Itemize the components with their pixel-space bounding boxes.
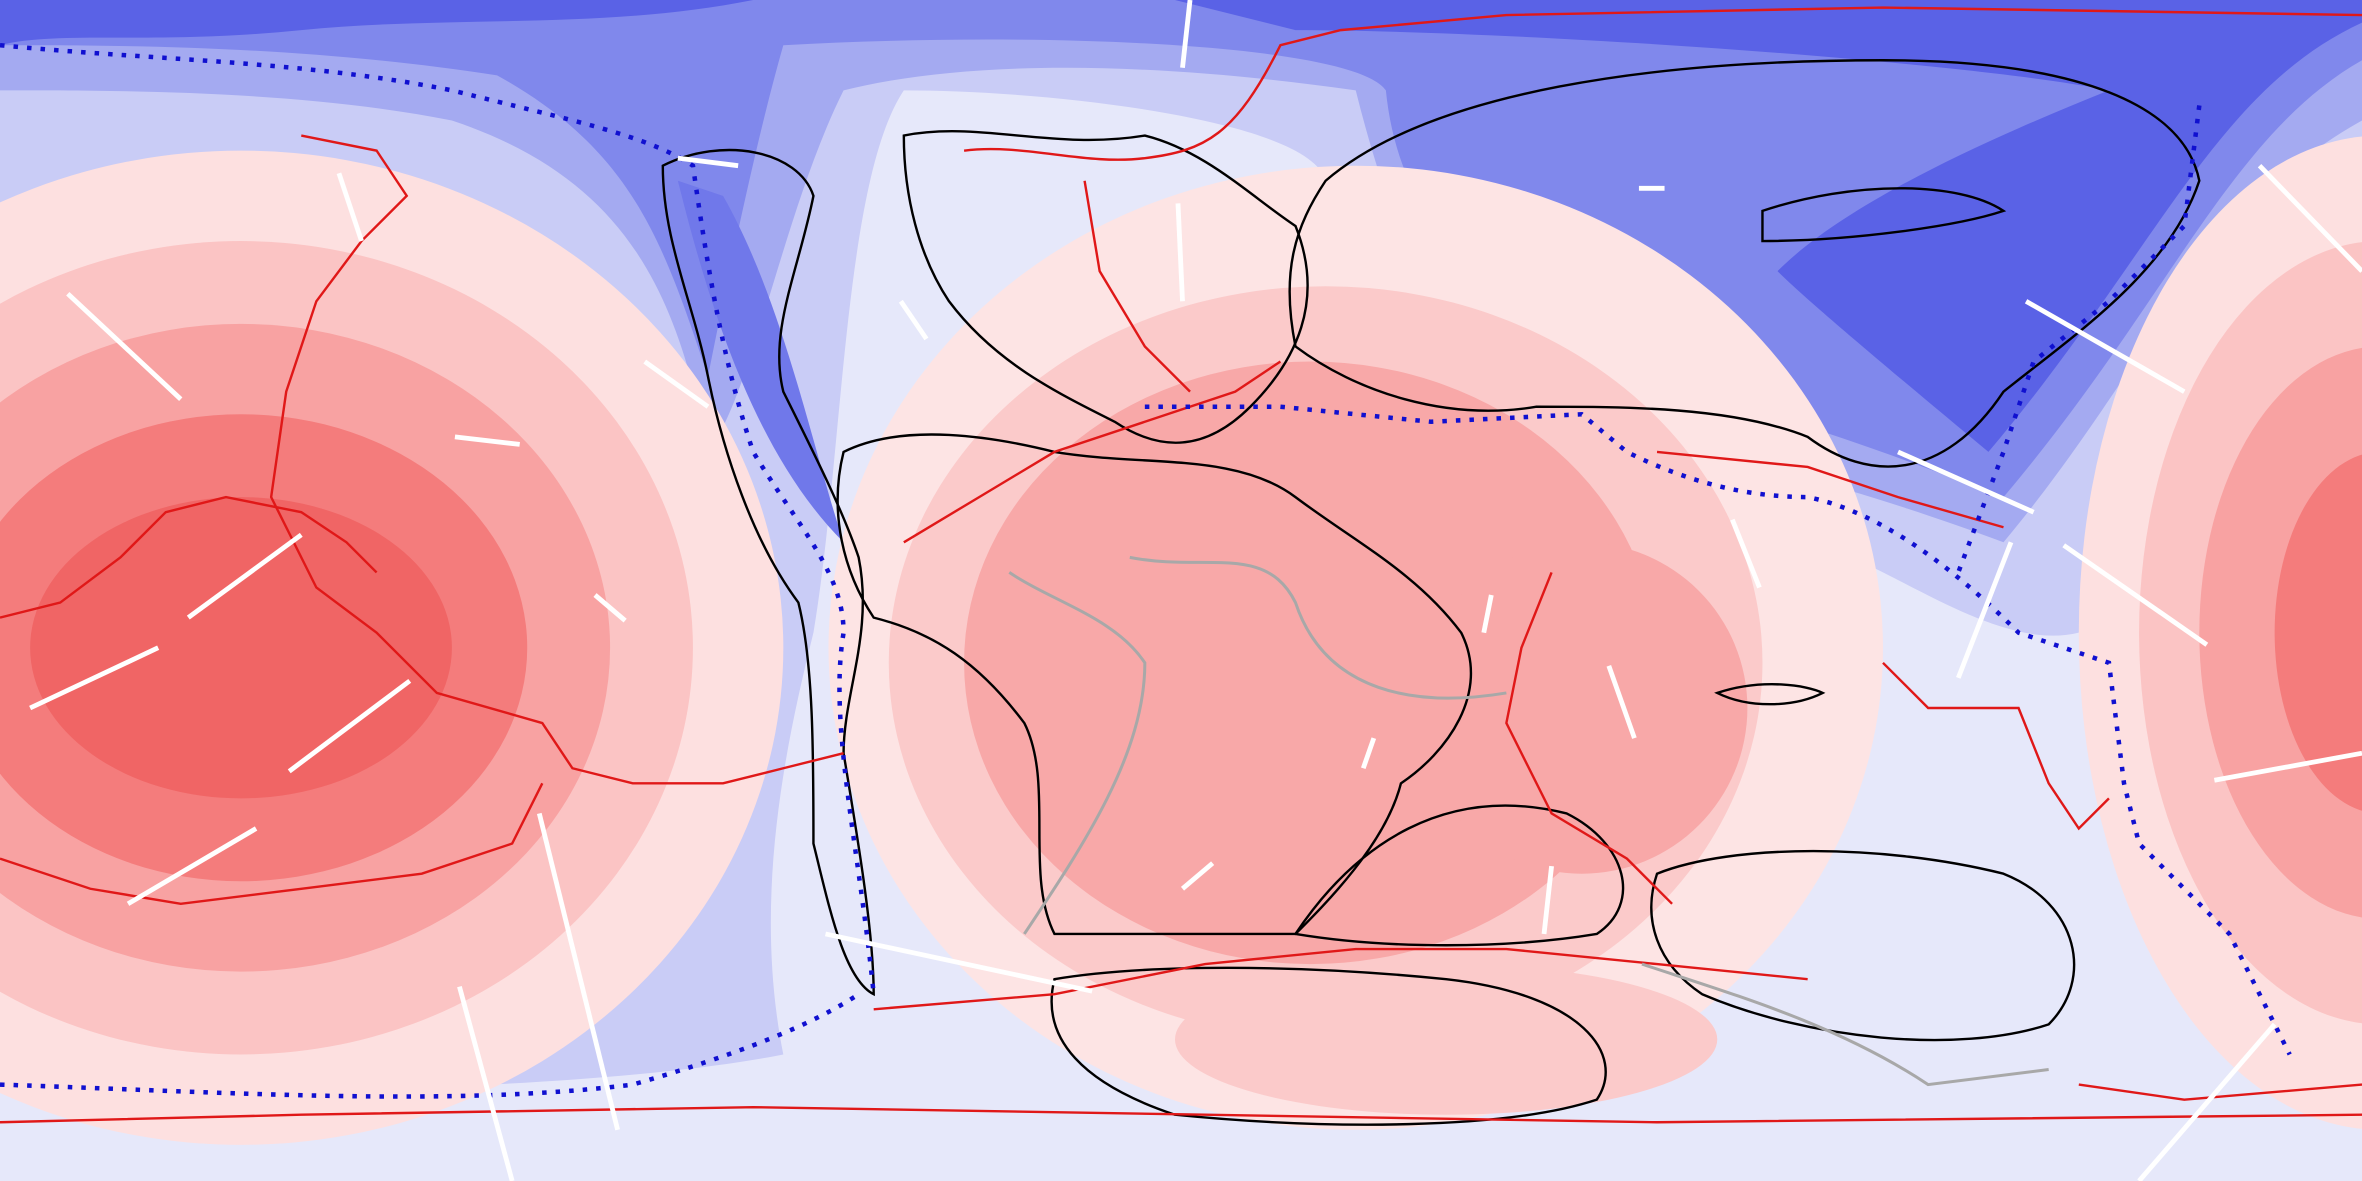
map-shape bbox=[902, 130, 1309, 444]
red-field-east bbox=[2078, 136, 2362, 1129]
map-shape bbox=[1129, 555, 1507, 700]
map-shape bbox=[1650, 849, 2076, 1042]
map-shape bbox=[903, 360, 1282, 544]
map-shape bbox=[0, 42, 876, 995]
map-shape bbox=[1144, 404, 2292, 1056]
map-shape bbox=[1288, 59, 2201, 468]
map-shape bbox=[1180, 0, 1193, 69]
map-shape bbox=[1481, 594, 1494, 634]
sutures bbox=[1008, 555, 2049, 1087]
map-shape bbox=[269, 134, 844, 785]
coastlines bbox=[661, 59, 2201, 1126]
map-shape bbox=[643, 359, 710, 409]
map-shape bbox=[2274, 454, 2362, 811]
velocity-arrows bbox=[29, 0, 2362, 1181]
map-shape bbox=[2062, 543, 2209, 647]
map-shape bbox=[677, 155, 739, 169]
map-shape bbox=[2078, 1083, 2362, 1101]
map-shape bbox=[1541, 865, 1554, 935]
map-shape bbox=[30, 497, 452, 799]
map-shape bbox=[1641, 962, 2049, 1087]
subduction-zones bbox=[0, 42, 2292, 1099]
map-shape bbox=[1180, 861, 1215, 891]
map-shape bbox=[186, 532, 303, 620]
map-shape bbox=[0, 992, 860, 1099]
map-shape bbox=[0, 495, 378, 619]
map-shape bbox=[2257, 164, 2362, 273]
map-shape bbox=[1897, 449, 2035, 515]
map-shape bbox=[1606, 665, 1637, 739]
map-shape bbox=[1293, 804, 1625, 947]
map-shape bbox=[1656, 450, 2004, 529]
map-shape bbox=[2213, 750, 2362, 783]
map-shape bbox=[1956, 541, 2014, 679]
map-shape bbox=[1360, 737, 1377, 770]
map-shape bbox=[536, 812, 620, 1131]
map-shape bbox=[1761, 187, 2007, 243]
map-shape bbox=[336, 172, 364, 242]
map-shape bbox=[2137, 1022, 2277, 1181]
red-field-central bbox=[828, 165, 1883, 1130]
map-shape bbox=[1174, 964, 1718, 1115]
map-shape bbox=[677, 180, 844, 543]
map-shape bbox=[126, 826, 258, 906]
plate-boundaries bbox=[0, 6, 2362, 1124]
map-shape bbox=[824, 931, 1093, 994]
map-shape bbox=[1505, 571, 1673, 905]
map-shape bbox=[873, 947, 1808, 1011]
map-shape bbox=[661, 148, 875, 997]
map-shape bbox=[1714, 683, 1826, 706]
map-shape bbox=[593, 593, 627, 623]
map-shape bbox=[1175, 203, 1185, 302]
map-shape bbox=[457, 986, 515, 1181]
map-shape bbox=[1050, 966, 1607, 1126]
map-shape bbox=[287, 678, 412, 774]
map-shape bbox=[898, 299, 929, 341]
map-shape bbox=[1415, 542, 1748, 874]
map-shape bbox=[1008, 571, 1147, 935]
map-shape bbox=[0, 782, 544, 906]
map-shape bbox=[963, 6, 2362, 161]
map-shape bbox=[454, 434, 520, 447]
map-shape bbox=[66, 291, 183, 401]
map-shape bbox=[1882, 661, 2110, 831]
map-shape bbox=[1083, 180, 1191, 393]
map-shape bbox=[29, 645, 160, 711]
map-shape bbox=[0, 0, 2362, 452]
map-shape bbox=[2024, 299, 2186, 394]
map-shape bbox=[0, 1105, 2362, 1124]
map-shape bbox=[1730, 518, 1762, 589]
